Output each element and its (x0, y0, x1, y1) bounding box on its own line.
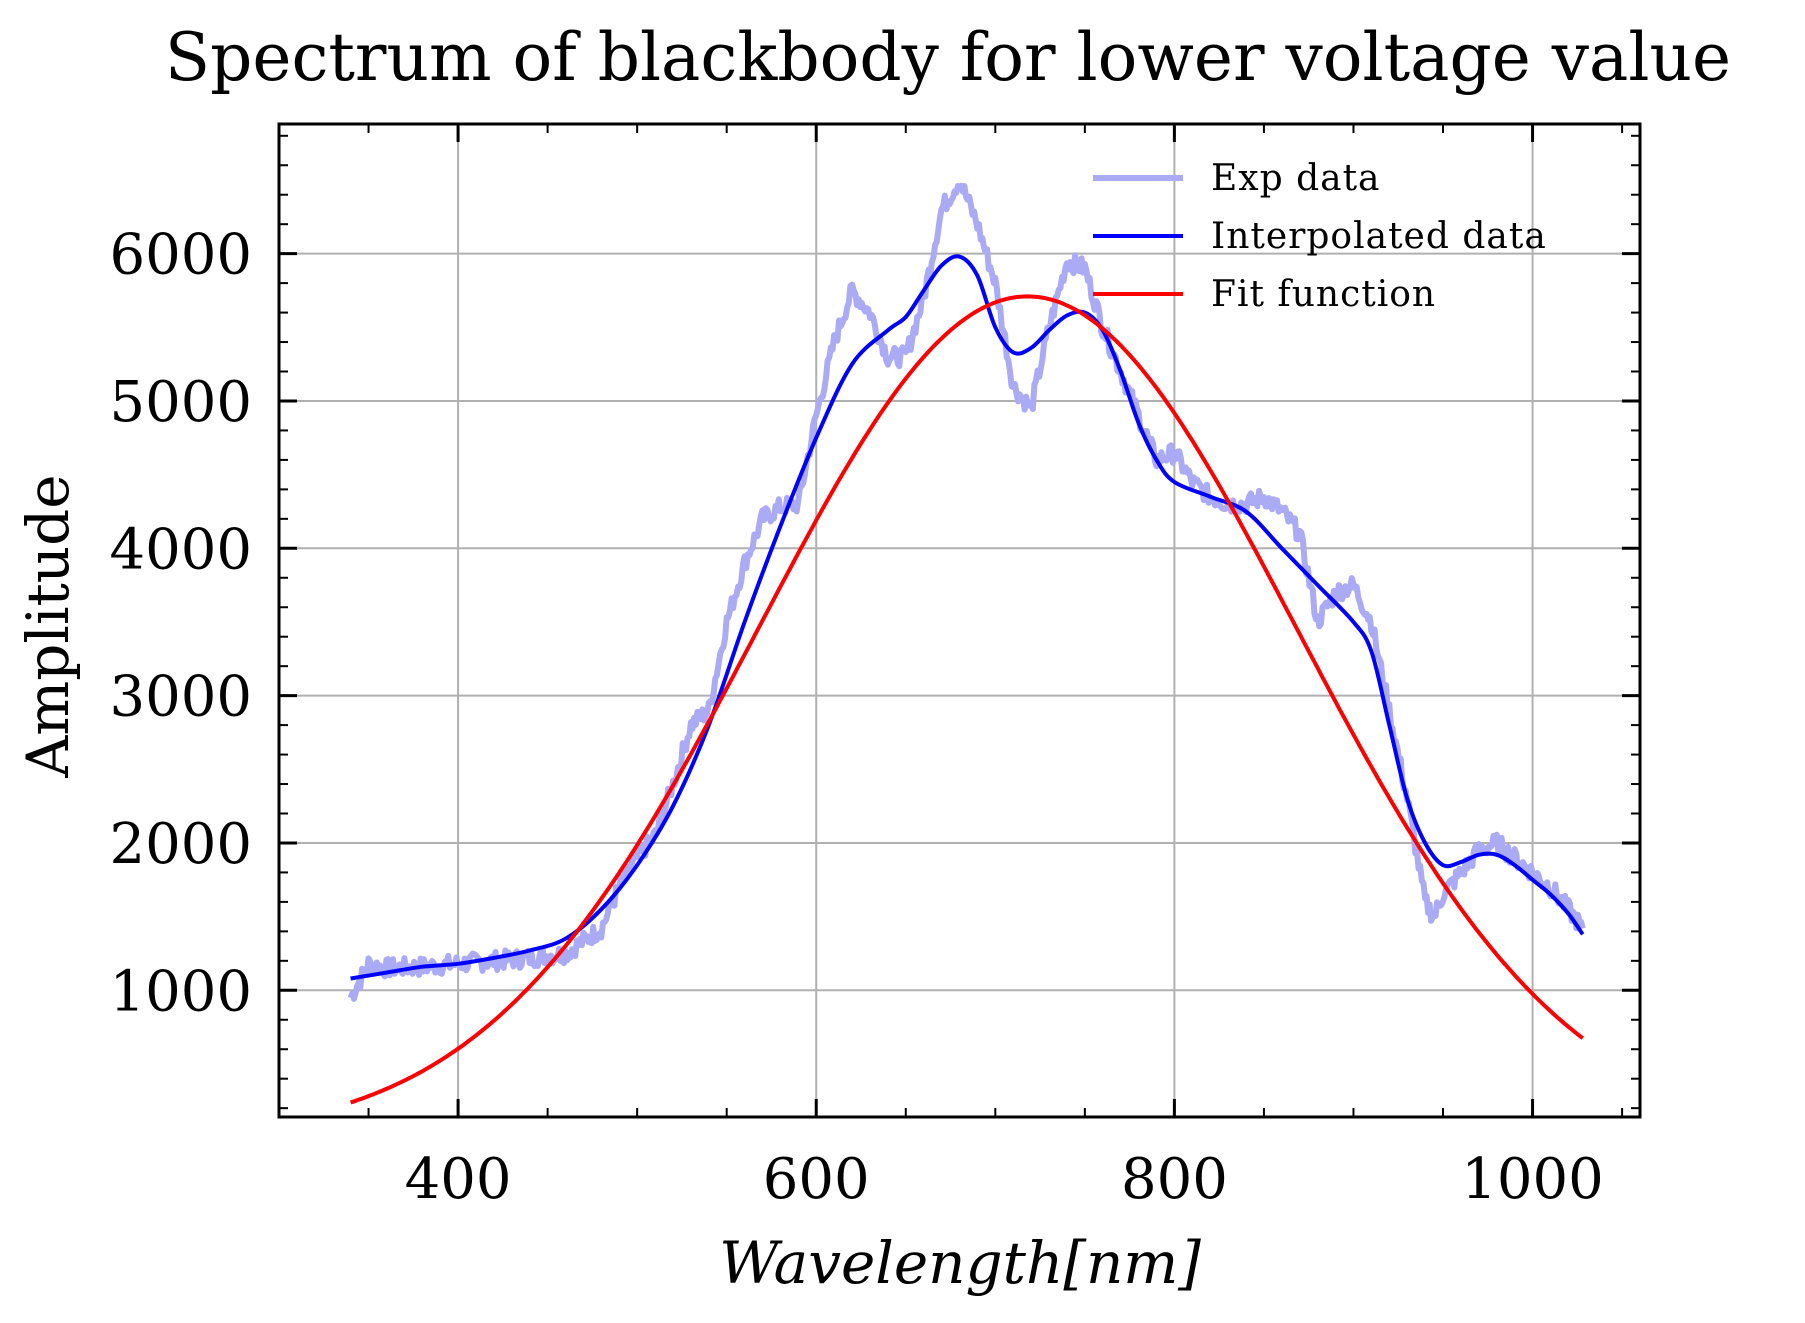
series-layer (347, 182, 1586, 1105)
tick-marks (279, 124, 1640, 1117)
x-tick-label: 600 (763, 1147, 870, 1212)
legend: Exp data Interpolated data Fit function (1093, 158, 1547, 315)
x-axis-label: Wavelength[nm] (719, 1229, 1201, 1297)
grid (279, 124, 1640, 1117)
series-fit-function (349, 294, 1584, 1105)
tick-labels: 400 600 800 1000 1000 2000 3000 4000 5000 6000 (109, 223, 1603, 1212)
y-axis-label: Amplitude (14, 474, 82, 778)
y-tick-label: 6000 (109, 223, 252, 288)
y-tick-label: 1000 (109, 959, 252, 1024)
y-tick-label: 3000 (109, 665, 252, 730)
y-tick-label: 5000 (109, 370, 252, 435)
chart-title: Spectrum of blackbody for lower voltage … (165, 19, 1731, 96)
legend-label: Fit function (1211, 274, 1436, 315)
x-tick-label: 800 (1121, 1147, 1228, 1212)
y-tick-label: 4000 (109, 517, 252, 582)
y-tick-label: 2000 (109, 812, 252, 877)
legend-label: Exp data (1211, 158, 1381, 199)
legend-label: Interpolated data (1211, 216, 1547, 257)
series-interpolated-data (350, 254, 1585, 981)
plot-frame (277, 122, 1642, 1119)
x-tick-label: 1000 (1461, 1147, 1604, 1212)
x-tick-label: 400 (405, 1147, 512, 1212)
